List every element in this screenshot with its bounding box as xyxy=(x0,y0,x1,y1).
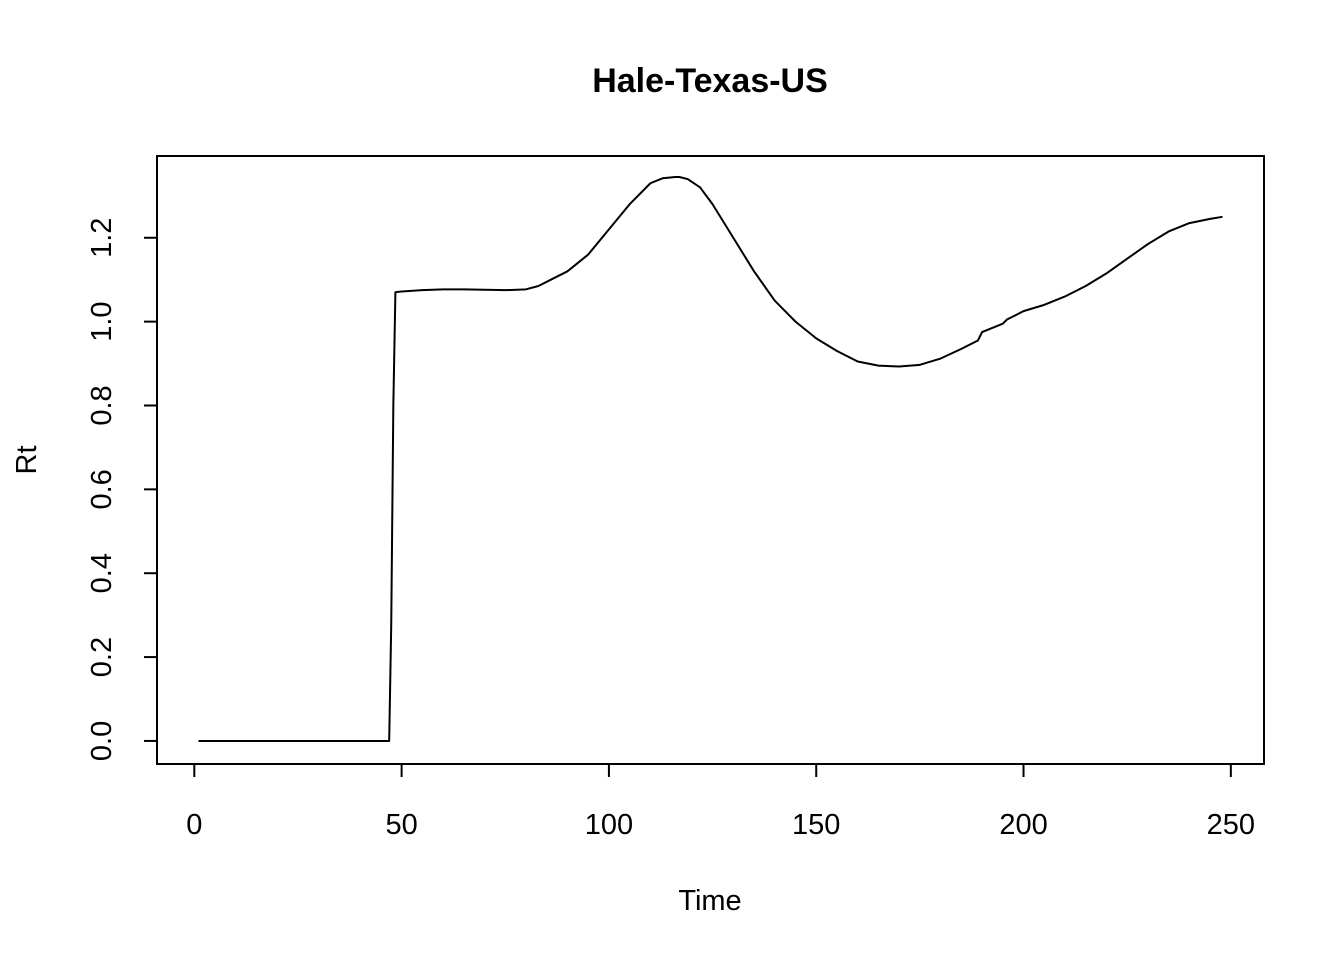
x-tick-label: 150 xyxy=(792,809,840,841)
chart-title: Hale-Texas-US xyxy=(592,62,828,100)
y-tick-label: 0.6 xyxy=(86,469,118,509)
x-tick-label: 0 xyxy=(186,809,202,841)
y-tick-label: 1.2 xyxy=(86,218,118,258)
y-tick-label: 0.4 xyxy=(86,553,118,593)
x-axis: 0 50 100 150 200 250 xyxy=(186,763,1255,841)
x-tick-label: 50 xyxy=(385,809,417,841)
x-tick-label: 250 xyxy=(1207,809,1255,841)
y-tick-label: 0.0 xyxy=(86,721,118,761)
y-axis: 0.0 0.2 0.4 0.6 0.8 1.0 1.2 xyxy=(86,218,158,761)
y-tick-label: 1.0 xyxy=(86,301,118,341)
x-tick-label: 200 xyxy=(999,809,1047,841)
x-tick-label: 100 xyxy=(585,809,633,841)
y-tick-label: 0.2 xyxy=(86,637,118,677)
rt-series-line xyxy=(198,175,1223,742)
y-axis-label: Rt xyxy=(11,446,43,475)
x-axis-label: Time xyxy=(678,885,741,917)
plot-frame xyxy=(156,155,1265,765)
y-tick-label: 0.8 xyxy=(86,385,118,425)
